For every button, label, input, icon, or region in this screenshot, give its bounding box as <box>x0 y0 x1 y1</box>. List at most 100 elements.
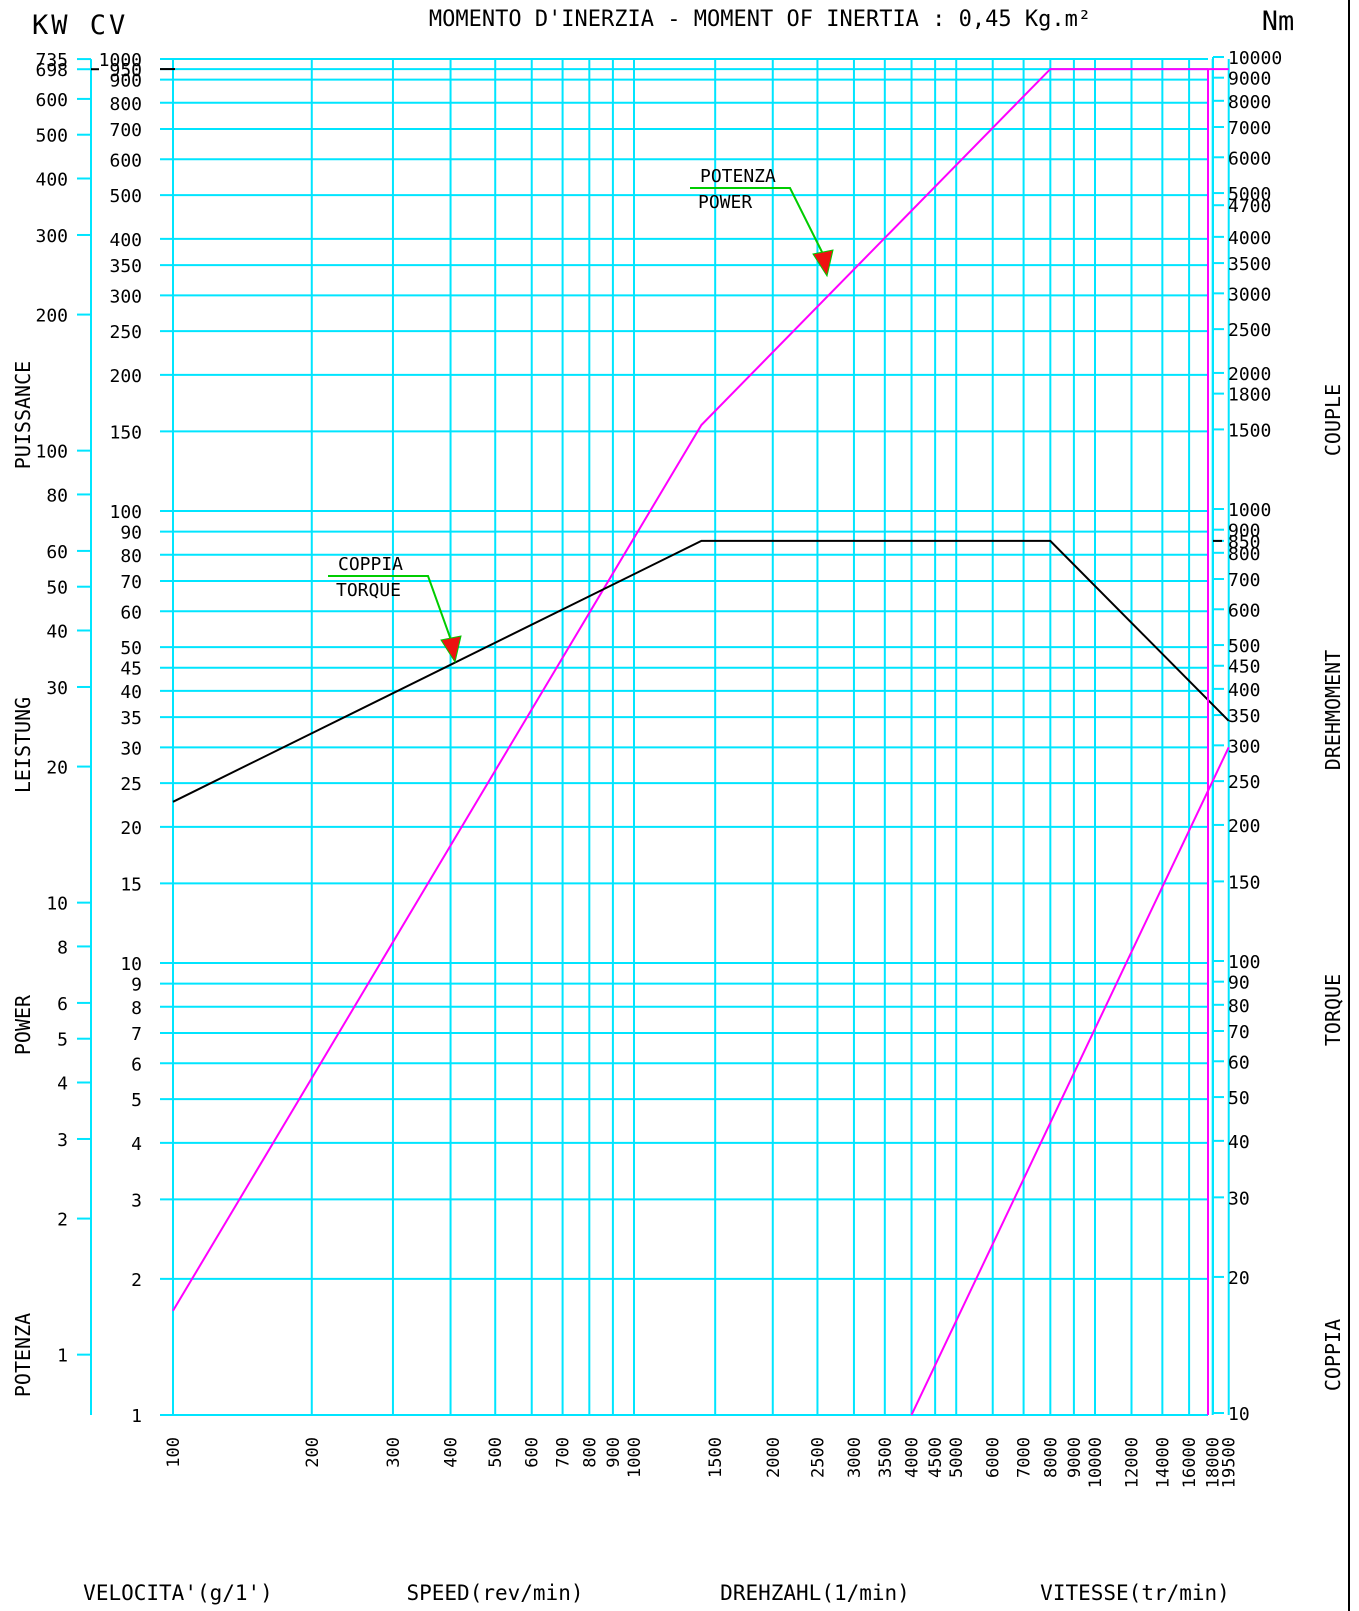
cv-tick-label: 70 <box>120 572 142 593</box>
x-tick-label: 3000 <box>845 1437 865 1478</box>
cv-tick-label: 50 <box>120 638 142 659</box>
nm-tick-label: 40 <box>1228 1132 1250 1153</box>
right-unit: Nm <box>1262 6 1295 37</box>
x-tick-label: 1500 <box>706 1437 726 1478</box>
nm-tick-label: 3500 <box>1228 254 1271 275</box>
nm-tick-label: 400 <box>1228 680 1261 701</box>
nm-tick-label: 6000 <box>1228 148 1271 169</box>
nm-tick-label: 1800 <box>1228 385 1271 406</box>
x-tick-label: 800 <box>580 1437 600 1468</box>
kw-tick-label: 500 <box>35 126 68 147</box>
cv-tick-label: 80 <box>120 546 142 567</box>
cv-tick-label: 200 <box>109 366 142 387</box>
kw-tick-label: 5 <box>57 1030 68 1051</box>
cv-tick-label: 40 <box>120 682 142 703</box>
nm-tick-label: 9000 <box>1228 69 1271 90</box>
left-axis-name-leistung: LEISTUNG <box>11 697 35 793</box>
annotation-leader <box>328 575 452 641</box>
kw-tick-label: 600 <box>35 90 68 111</box>
cv-tick-label: 2 <box>131 1270 142 1291</box>
series-line-1 <box>172 539 1230 803</box>
kw-tick-label: 6 <box>57 994 68 1015</box>
nm-tick-label: 10000 <box>1228 48 1282 69</box>
x-tick-label: 18000 <box>1204 1437 1224 1488</box>
x-tick-label: 3500 <box>876 1437 896 1478</box>
annotation-label-2: POWER <box>698 192 752 213</box>
cv-tick-label: 100 <box>109 502 142 523</box>
nm-tick-label: 450 <box>1228 657 1261 678</box>
left-units: KW CV <box>32 10 128 41</box>
cv-tick-label: 1000 <box>99 50 142 71</box>
annotation-label-1: POTENZA <box>700 166 776 187</box>
cv-tick-label: 20 <box>120 818 142 839</box>
nm-tick-label: 100 <box>1228 952 1261 973</box>
x-tick-label: 6000 <box>984 1437 1004 1478</box>
cv-tick-label: 500 <box>109 186 142 207</box>
cv-tick-label: 900 <box>109 71 142 92</box>
x-tick-label: 10000 <box>1086 1437 1106 1488</box>
cv-tick-label: 150 <box>109 422 142 443</box>
nm-tick-label: 7000 <box>1228 118 1271 139</box>
x-tick-label: 100 <box>164 1437 184 1468</box>
nm-tick-label: 500 <box>1228 636 1261 657</box>
x-tick-label: 19500 <box>1220 1437 1240 1488</box>
series-line-2 <box>910 746 1230 1416</box>
kw-tick-label: 60 <box>46 542 68 563</box>
nm-tick-label: 1000 <box>1228 500 1271 521</box>
x-tick-label: 300 <box>384 1437 404 1468</box>
nm-tick-label: 50 <box>1228 1088 1250 1109</box>
cv-tick-label: 45 <box>120 659 142 680</box>
kw-tick-label: 30 <box>46 678 68 699</box>
right-axis-name-drehmoment: DREHMOMENT <box>1321 650 1345 770</box>
cv-tick-label: 600 <box>109 150 142 171</box>
x-tick-label: 4000 <box>903 1437 923 1478</box>
x-tick-label: 12000 <box>1123 1437 1143 1488</box>
annotation-leader <box>690 187 824 255</box>
annotation-arrow <box>812 249 834 278</box>
cv-tick-label: 35 <box>120 708 142 729</box>
x-tick-label: 8000 <box>1041 1437 1061 1478</box>
nm-tick-label: 800 <box>1228 544 1261 565</box>
cv-tick-label: 3 <box>131 1190 142 1211</box>
kw-tick-label: 735 <box>35 50 68 71</box>
x-tick-label: 400 <box>442 1437 462 1468</box>
nm-tick-label: 250 <box>1228 772 1261 793</box>
nm-tick-label: 1500 <box>1228 420 1271 441</box>
cv-tick-label: 800 <box>109 94 142 115</box>
nm-tick-label: 30 <box>1228 1188 1250 1209</box>
kw-tick-label: 698 <box>35 60 68 81</box>
bottom-axis-name-drehzahl: DREHZAHL(1/min) <box>720 1581 910 1605</box>
nm-tick-label: 5000 <box>1228 184 1271 205</box>
annotation-label-1: COPPIA <box>338 554 403 575</box>
x-tick-label: 1000 <box>625 1437 645 1478</box>
cv-tick-label: 6 <box>131 1054 142 1075</box>
kw-tick-label: 4 <box>57 1074 68 1095</box>
nm-tick-label: 850 <box>1228 532 1261 553</box>
kw-tick-label: 100 <box>35 442 68 463</box>
nm-tick-label: 60 <box>1228 1052 1250 1073</box>
x-tick-label: 700 <box>554 1437 574 1468</box>
x-tick-label: 900 <box>604 1437 624 1468</box>
nm-tick-label: 10 <box>1228 1404 1250 1425</box>
cv-tick-label: 10 <box>120 954 142 975</box>
cv-tick-label: 5 <box>131 1090 142 1111</box>
cv-tick-label: 400 <box>109 230 142 251</box>
nm-tick-label: 900 <box>1228 521 1261 542</box>
series-line-0 <box>172 68 1229 1312</box>
x-tick-label: 2000 <box>764 1437 784 1478</box>
nm-tick-label: 300 <box>1228 736 1261 757</box>
kw-tick-label: 8 <box>57 937 68 958</box>
right-axis-name-couple: COUPLE <box>1321 384 1345 456</box>
kw-tick-label: 300 <box>35 226 68 247</box>
kw-tick-label: 50 <box>46 578 68 599</box>
left-axis-name-puissance: PUISSANCE <box>11 361 35 469</box>
x-tick-label: 7000 <box>1015 1437 1035 1478</box>
cv-tick-label: 90 <box>120 523 142 544</box>
nm-tick-label: 700 <box>1228 570 1261 591</box>
annotation-arrow <box>440 635 462 664</box>
nm-tick-label: 90 <box>1228 973 1250 994</box>
nm-tick-label: 70 <box>1228 1022 1250 1043</box>
x-tick-label: 4500 <box>926 1437 946 1478</box>
x-tick-label: 600 <box>523 1437 543 1468</box>
